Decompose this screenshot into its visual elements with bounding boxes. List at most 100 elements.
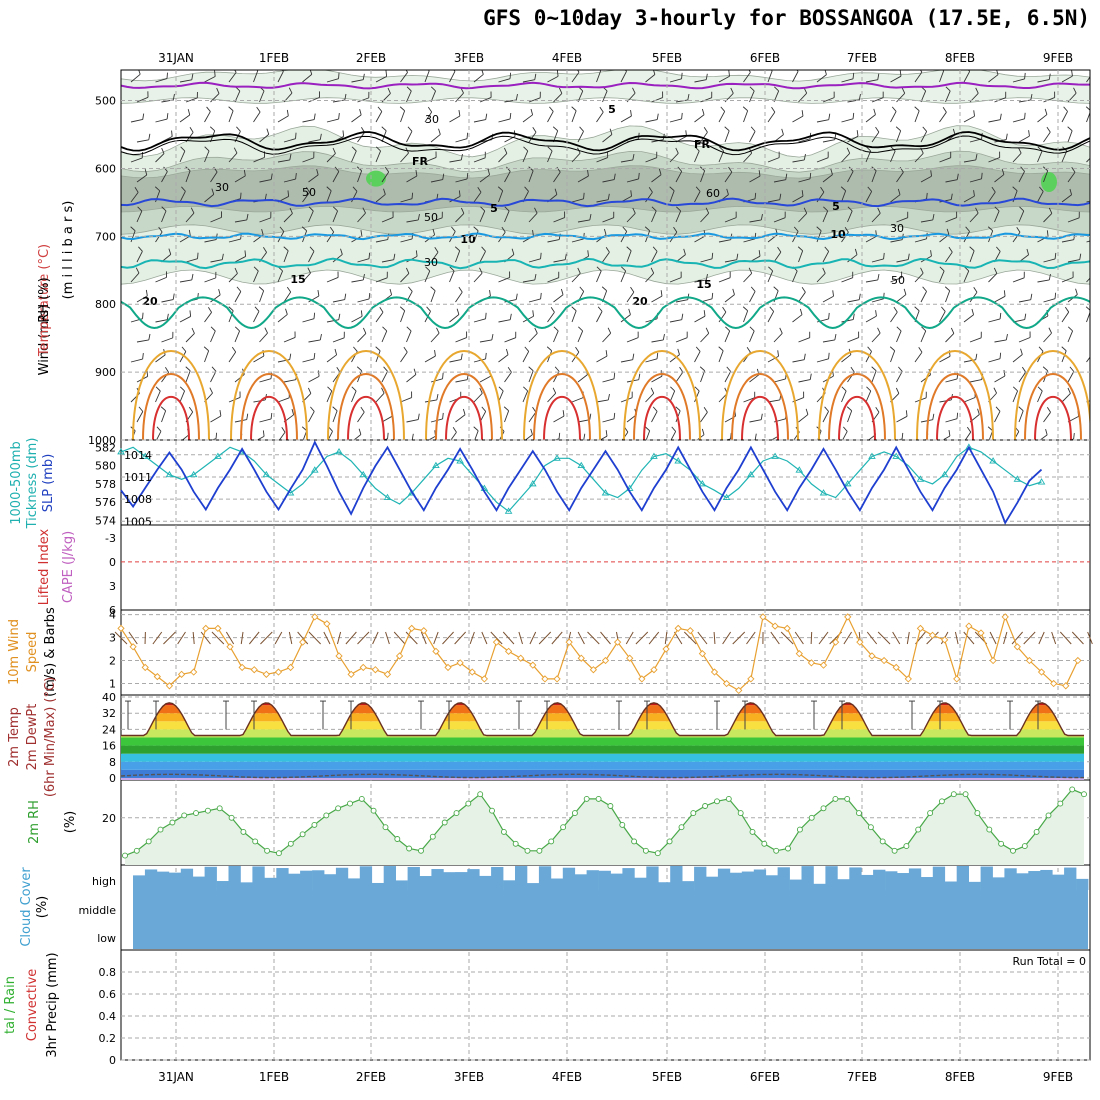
- wind-barb: [234, 256, 246, 263]
- wind-barb-feather: [1045, 428, 1048, 435]
- wind-barb: [351, 150, 357, 163]
- wind-barb-feather: [905, 410, 908, 417]
- contour-label: 50: [302, 186, 316, 199]
- wind-barb: [596, 111, 604, 123]
- wind-barb: [400, 351, 408, 363]
- surface-wind-barb: [393, 631, 406, 645]
- wind-barb-feather: [415, 250, 418, 257]
- rh-point: [323, 812, 330, 819]
- wind-barb: [871, 131, 880, 143]
- wind-barb: [528, 333, 538, 343]
- wind-barb: [675, 371, 684, 383]
- wind-barb: [718, 277, 731, 283]
- wind-barb: [724, 171, 733, 183]
- wind-barb-feather: [189, 310, 192, 317]
- surface-wind-barb: [345, 631, 357, 645]
- wind-barb-feather: [681, 112, 683, 119]
- wind-barb: [210, 93, 220, 103]
- wind-barb-feather: [1098, 193, 1099, 199]
- wind-barb: [669, 118, 682, 123]
- wind-barb: [994, 97, 1006, 103]
- wind-barb: [479, 339, 492, 343]
- wind-barb: [890, 277, 902, 283]
- wind-barb-feather: [742, 306, 748, 312]
- wind-barb-feather: [407, 126, 413, 132]
- rh-point: [240, 828, 247, 835]
- wind-barb: [302, 358, 315, 363]
- wind-barb-feather: [295, 132, 297, 139]
- surface-wind-barb: [357, 631, 370, 645]
- pressure-tick: 600: [95, 162, 116, 175]
- wind-barb-feather: [975, 87, 979, 94]
- wind-barb: [596, 311, 603, 323]
- thickness-point: [311, 466, 319, 473]
- wind-barb-feather: [768, 266, 773, 272]
- wind-barb: [773, 378, 786, 383]
- wind-barb: [871, 370, 877, 383]
- wind-barb: [994, 295, 1006, 303]
- wind-barb-feather: [824, 246, 830, 252]
- wind-barb: [155, 354, 166, 363]
- wind-barb: [283, 213, 293, 223]
- rh-point: [1057, 800, 1064, 807]
- wind-barb: [204, 111, 211, 123]
- wind-barb: [890, 75, 902, 83]
- wind-speed-point: [226, 643, 234, 651]
- surface-wind-barb: [1059, 631, 1072, 645]
- wind-barb-feather: [622, 226, 628, 232]
- wind-barb-feather: [578, 326, 583, 332]
- wind-barb-feather: [746, 346, 751, 353]
- wind-barb-feather: [596, 266, 602, 272]
- wind-barb-feather: [675, 147, 679, 154]
- wind-barb: [351, 390, 357, 403]
- rh-point: [406, 845, 413, 852]
- wind-barb-feather: [309, 70, 313, 75]
- wind-barb: [596, 399, 609, 403]
- wind-barb: [571, 72, 580, 83]
- wind-barb-feather: [181, 186, 186, 192]
- wind-barb-feather: [883, 252, 885, 259]
- wind-barb: [847, 210, 853, 223]
- rh-point: [133, 847, 140, 854]
- wind-barb: [1037, 390, 1043, 403]
- wind-barb-feather: [630, 110, 632, 117]
- wind-barb: [210, 330, 216, 343]
- wind-barb: [381, 259, 394, 263]
- wind-barb: [939, 70, 945, 83]
- wind-speed-point: [250, 666, 258, 674]
- wind-barb: [939, 355, 951, 363]
- wind-barb-feather: [270, 173, 273, 180]
- wind-barb: [351, 79, 364, 83]
- pressure-tick: 1000: [88, 434, 116, 447]
- wind-barb-feather: [261, 228, 264, 236]
- wind-barb: [277, 397, 290, 403]
- panel-label-cloud: Cloud Cover: [19, 867, 34, 947]
- wind-barb-feather: [1067, 387, 1071, 394]
- wind-barb-feather: [671, 426, 677, 432]
- wind-barb: [553, 93, 563, 103]
- wind-barb: [914, 152, 924, 163]
- wind-barb-feather: [694, 146, 700, 152]
- slp-line: [120, 440, 1043, 525]
- wind-barb: [773, 217, 786, 223]
- wind-barb-feather: [749, 86, 755, 92]
- wind-barb: [253, 399, 266, 403]
- wind-speed-point: [565, 638, 573, 646]
- wind-barb-feather: [1030, 93, 1033, 101]
- wind-barb-feather: [501, 226, 506, 233]
- wind-barb: [914, 238, 927, 243]
- cloud-high-bar: [729, 872, 743, 890]
- rh-point: [583, 795, 590, 802]
- thickness-point: [674, 457, 682, 464]
- wind-barb-feather: [160, 406, 166, 412]
- wind-barb: [259, 217, 271, 223]
- wind-barb-feather: [442, 412, 444, 419]
- wind-barb-feather: [695, 186, 701, 192]
- thickness-point: [819, 489, 828, 496]
- wind-barb: [528, 370, 534, 383]
- cloud-high-bar: [455, 872, 468, 890]
- wind-barb-feather: [203, 346, 209, 352]
- wind-barb-feather: [191, 73, 194, 80]
- wind-barb-feather: [907, 253, 910, 260]
